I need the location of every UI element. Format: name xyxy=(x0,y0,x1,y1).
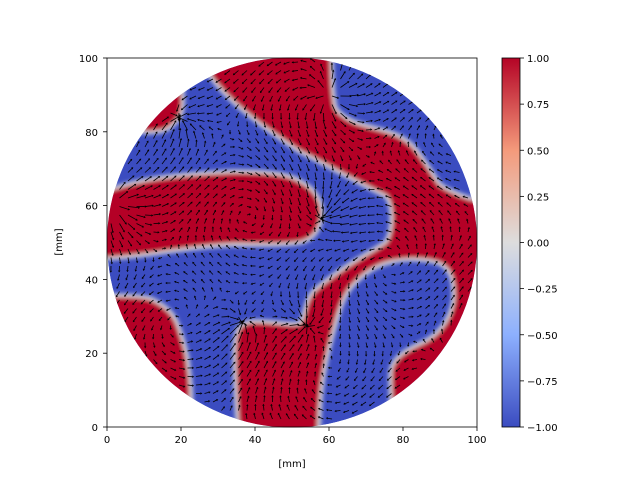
x-axis-label: [mm] xyxy=(278,459,305,470)
y-tick-label: 20 xyxy=(85,349,98,360)
y-axis: 0 20 40 60 80 100 xyxy=(79,54,107,434)
field-heatmap xyxy=(90,50,500,440)
x-tick-label: 20 xyxy=(175,435,188,446)
red-region-bottom-left xyxy=(90,297,190,440)
x-tick-label: 40 xyxy=(249,435,262,446)
colorbar-tick-label: −0.75 xyxy=(527,377,558,388)
colorbar-axis: 1.00 0.75 0.50 0.25 0.00 −0.25 −0.50 −0.75 −1.00 xyxy=(520,54,558,434)
y-tick-label: 60 xyxy=(85,202,98,213)
colorbar-tick-label: 1.00 xyxy=(527,54,549,65)
red-region-top-left xyxy=(120,80,181,131)
colorbar-tick-label: −0.25 xyxy=(527,285,558,296)
colorbar-tick-label: 0.75 xyxy=(527,100,549,111)
colorbar-tick-label: 0.25 xyxy=(527,192,549,203)
colorbar-tick-label: −1.00 xyxy=(527,423,558,434)
colorbar-tick-label: −0.50 xyxy=(527,331,558,342)
colorbar-tick-label: 0.00 xyxy=(527,239,549,250)
x-tick-label: 80 xyxy=(397,435,410,446)
y-axis-label: [mm] xyxy=(54,228,65,255)
x-axis: 0 20 40 60 80 100 xyxy=(104,427,487,446)
y-tick-label: 40 xyxy=(85,275,98,286)
y-tick-label: 80 xyxy=(85,128,98,139)
y-tick-label: 100 xyxy=(79,54,98,65)
colorbar-tick-label: 0.50 xyxy=(527,146,549,157)
red-region-left xyxy=(90,173,320,258)
x-tick-label: 60 xyxy=(323,435,336,446)
x-tick-label: 100 xyxy=(467,435,486,446)
colorbar xyxy=(502,58,520,427)
y-tick-label: 0 xyxy=(92,423,98,434)
x-tick-label: 0 xyxy=(104,435,110,446)
